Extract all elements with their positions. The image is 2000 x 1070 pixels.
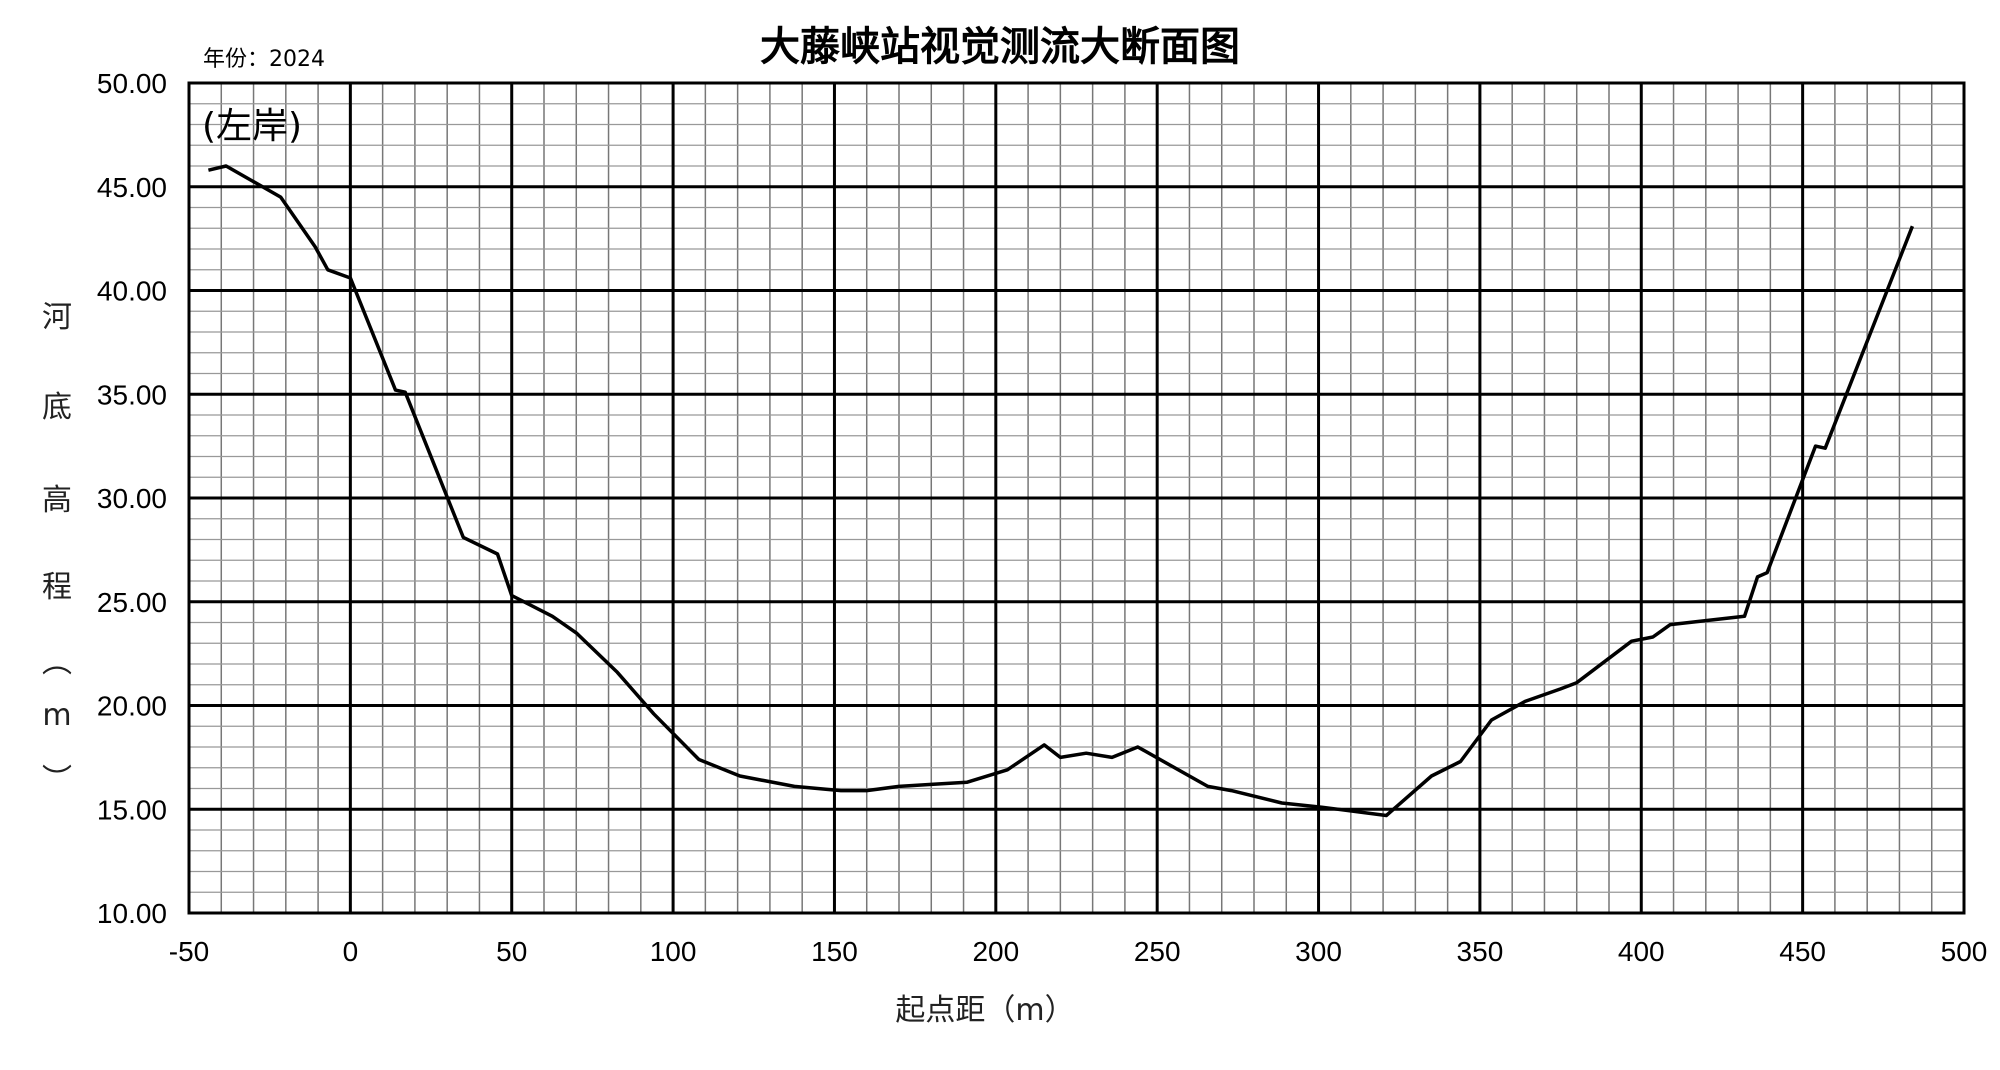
x-tick-label: 450 (1779, 936, 1826, 967)
chart-title: 大藤峡站视觉测流大断面图 (760, 23, 1240, 70)
plot-frame (187, 81, 1966, 915)
y-axis-label-char: 河 (42, 300, 72, 335)
y-axis-label-char: 程 (42, 570, 72, 605)
y-tick-labels: 50.00 45.00 40.00 35.00 30.00 25.00 20.00 15.00… (97, 68, 167, 929)
year-annotation: 年份：2024 (203, 47, 325, 72)
x-tick-label: 350 (1457, 936, 1504, 967)
x-tick-label: 0 (343, 936, 359, 967)
x-tick-labels: -50 0 50 100 150 200 250 300 350 400 450 500 (169, 936, 1988, 967)
y-axis-label-char: ︵ (42, 645, 72, 680)
y-tick-label: 35.00 (97, 379, 167, 410)
x-tick-label: 200 (972, 936, 1019, 967)
y-tick-label: 20.00 (97, 691, 167, 722)
y-tick-label: 40.00 (97, 276, 167, 307)
y-axis-label-char: ︶ (42, 763, 72, 798)
x-tick-label: 150 (811, 936, 858, 967)
x-tick-label: 250 (1134, 936, 1181, 967)
x-tick-label: 300 (1295, 936, 1342, 967)
x-tick-label: 500 (1941, 936, 1988, 967)
y-axis-label-char: m (42, 698, 71, 733)
y-axis-label-char: 高 (42, 483, 72, 518)
y-tick-label: 25.00 (97, 587, 167, 618)
x-tick-label: 50 (496, 936, 527, 967)
y-tick-label: 15.00 (97, 794, 167, 825)
x-axis-label: 起点距（m） (895, 993, 1074, 1028)
y-axis-label-char: 底 (42, 390, 72, 425)
y-tick-label: 45.00 (97, 172, 167, 203)
riverbed-profile-line (207, 164, 1915, 818)
y-tick-label: 10.00 (97, 898, 167, 929)
x-tick-label: 100 (650, 936, 697, 967)
bank-annotation: (左岸) (202, 106, 302, 147)
x-tick-label: 400 (1618, 936, 1665, 967)
y-tick-label: 50.00 (97, 68, 167, 99)
y-tick-label: 30.00 (97, 483, 167, 514)
x-tick-label: -50 (169, 936, 209, 967)
